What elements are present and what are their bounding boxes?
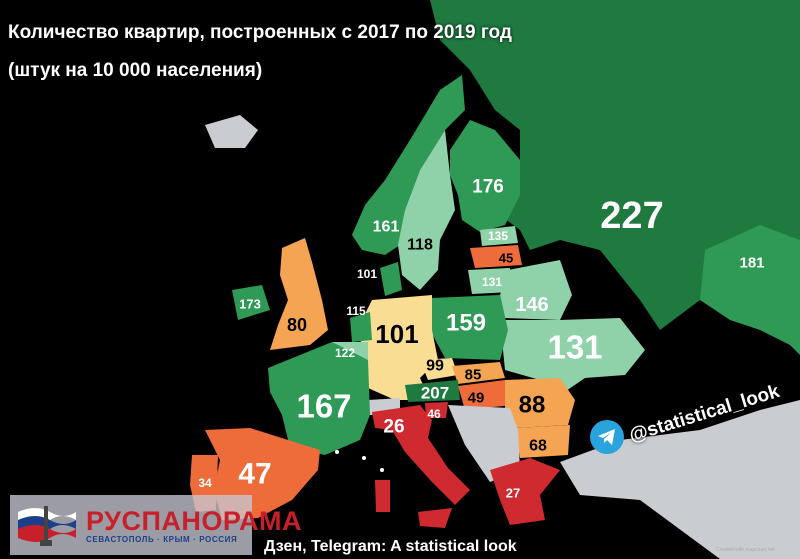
value-label-ukraine: 131 — [547, 329, 602, 366]
value-label-slovenia: 46 — [427, 407, 441, 421]
value-label-denmark: 101 — [357, 267, 377, 281]
region-kazakhstan — [700, 225, 800, 355]
region-balkans — [448, 405, 520, 482]
region-austria — [405, 380, 460, 402]
region-iceland — [205, 115, 258, 148]
region-slovakia — [452, 362, 505, 384]
value-label-austria: 207 — [421, 384, 449, 403]
value-label-finland: 176 — [472, 177, 504, 198]
region-estonia — [480, 226, 518, 246]
region-turkey — [560, 400, 800, 559]
island-dot — [362, 456, 366, 460]
region-norway — [352, 75, 465, 255]
footer-credit: Дзен, Telegram: A statistical look — [264, 538, 517, 555]
region-poland — [430, 295, 508, 360]
island-dot — [335, 450, 339, 454]
region-finland — [450, 120, 520, 232]
region-belarus — [500, 260, 572, 320]
region-sardinia — [375, 480, 390, 512]
value-label-uk: 80 — [287, 315, 307, 335]
value-label-hungary: 49 — [468, 390, 485, 407]
value-label-russia: 227 — [600, 195, 663, 237]
value-label-poland: 159 — [446, 310, 486, 337]
region-france — [268, 342, 370, 455]
value-label-estonia: 135 — [488, 229, 508, 243]
value-label-bulgaria: 68 — [529, 438, 547, 455]
region-ireland — [232, 285, 270, 320]
region-lithuania — [468, 268, 512, 294]
mapchart-credit: Created with mapchart.net — [716, 547, 775, 553]
value-label-netherlands: 115 — [346, 304, 366, 318]
island-dot — [380, 468, 384, 472]
value-label-greece: 27 — [506, 486, 520, 501]
value-label-slovakia: 85 — [465, 367, 482, 384]
value-label-belgium: 122 — [335, 346, 355, 360]
value-label-belarus: 146 — [515, 294, 548, 316]
value-label-italy: 26 — [383, 417, 404, 438]
region-bulgaria — [515, 425, 570, 458]
flag-icon — [16, 502, 78, 548]
region-sicily — [418, 508, 452, 528]
value-label-sweden: 118 — [407, 237, 433, 254]
region-uk — [270, 238, 328, 350]
value-label-germany: 101 — [375, 319, 418, 349]
value-label-ireland: 173 — [239, 297, 261, 312]
region-germany — [360, 295, 438, 400]
value-label-france: 167 — [296, 388, 351, 425]
region-netherlands — [350, 312, 372, 342]
watermark-subtitle: СЕВАСТОПОЛЬ · КРЫМ · РОССИЯ — [86, 534, 238, 544]
region-latvia — [470, 245, 522, 268]
watermark-logo: РУСПАНОРАМА СЕВАСТОПОЛЬ · КРЫМ · РОССИЯ — [10, 495, 301, 555]
region-greece — [490, 458, 560, 525]
value-label-lithuania: 131 — [482, 275, 502, 289]
map-subtitle: (штук на 10 000 населения) — [8, 60, 263, 81]
value-label-romania: 88 — [519, 392, 546, 419]
region-ukraine — [500, 318, 645, 395]
region-italy — [372, 405, 470, 505]
social-handle[interactable]: @statistical_look — [590, 381, 786, 454]
region-czechia — [420, 358, 458, 380]
watermark-name: РУСПАНОРАМА — [86, 505, 302, 536]
region-slovenia — [425, 402, 448, 418]
region-hungary — [458, 380, 512, 410]
region-denmark — [380, 262, 402, 296]
value-label-kazakhstan: 181 — [739, 255, 764, 272]
telegram-icon — [590, 420, 624, 454]
value-label-spain: 47 — [238, 458, 271, 491]
value-label-czechia: 99 — [426, 358, 444, 375]
value-label-latvia: 45 — [499, 251, 513, 266]
value-label-portugal: 34 — [198, 476, 212, 490]
value-label-norway: 161 — [373, 219, 400, 236]
region-sweden — [398, 130, 455, 290]
map-title: Количество квартир, построенных с 2017 п… — [8, 22, 512, 43]
region-romania — [505, 378, 575, 428]
